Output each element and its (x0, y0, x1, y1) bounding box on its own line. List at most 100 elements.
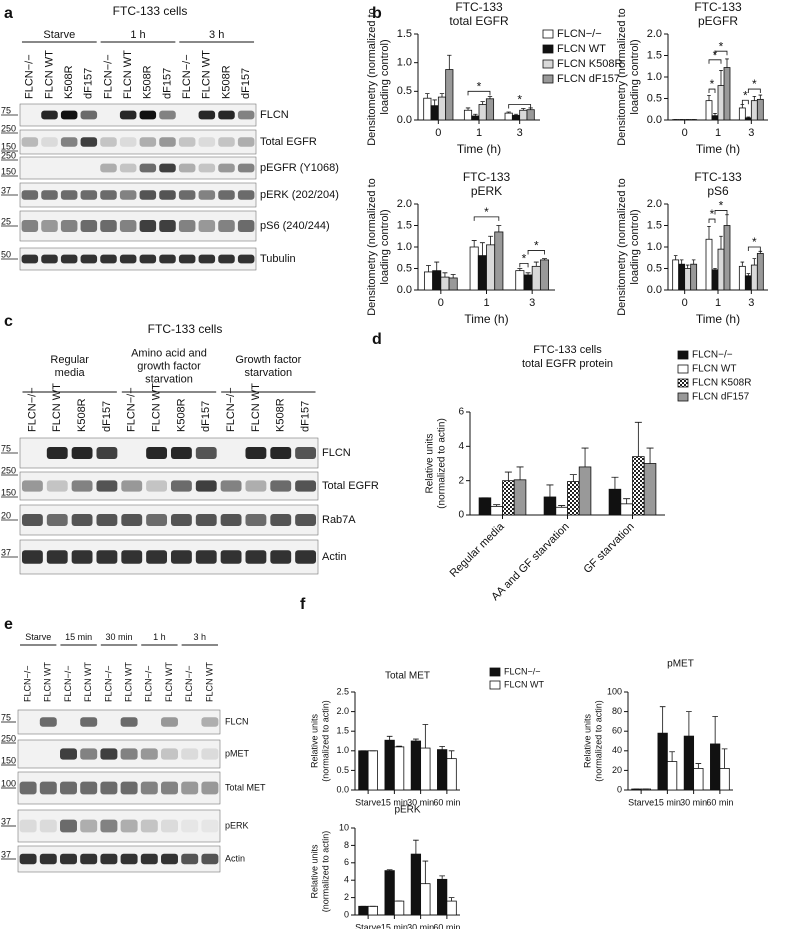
y-tick-label: 0.5 (336, 765, 349, 775)
error-bar (546, 484, 554, 497)
band (237, 254, 255, 264)
bar (469, 246, 479, 291)
mw-marker: 250 (1, 123, 16, 133)
band (19, 819, 37, 833)
y-tick-label: 0 (458, 510, 464, 521)
error-bar (725, 58, 729, 68)
x-tick-label: Starve (355, 922, 381, 929)
bar (555, 506, 568, 516)
row-label: pS6 (240/244) (260, 220, 330, 232)
blot-strip (19, 129, 257, 155)
error-bar (752, 95, 757, 101)
lane-label: FLCN WT (43, 662, 53, 702)
y-tick-label: 0.0 (397, 114, 412, 126)
lane-label: FLCN WT (250, 383, 262, 432)
band (146, 447, 168, 459)
band (270, 550, 292, 564)
sig-bracket (708, 59, 722, 64)
bar (756, 253, 764, 291)
band (100, 748, 118, 760)
band (181, 853, 199, 865)
error-bar (506, 111, 511, 114)
bar (543, 496, 557, 516)
bar (504, 112, 513, 121)
row-label: FLCN (260, 109, 289, 121)
bar (437, 878, 448, 916)
bar (750, 100, 758, 121)
error-bar (525, 272, 531, 275)
panel-label: f (300, 596, 306, 613)
error-bar (707, 225, 711, 240)
error-bar (448, 750, 455, 759)
error-bar (422, 860, 429, 884)
bar (567, 481, 580, 516)
bar (511, 115, 521, 121)
bar (410, 853, 422, 916)
band (96, 447, 118, 459)
mw-marker: 37 (1, 849, 11, 859)
sig-star: * (743, 88, 748, 102)
lane-label: dF157 (240, 68, 252, 99)
band (119, 190, 137, 200)
band (80, 819, 98, 833)
band (237, 110, 255, 120)
band (46, 447, 68, 459)
legend-swatch (542, 29, 554, 39)
y-tick-label: 1.5 (647, 219, 662, 231)
error-bar (504, 471, 512, 481)
band (120, 781, 138, 795)
mw-marker: 25 (1, 216, 11, 226)
bar (384, 870, 395, 916)
sig-bracket (747, 88, 761, 94)
y-tick-label: 2.0 (647, 28, 662, 40)
x-tick-label: 1 (715, 127, 721, 139)
y-axis-title: loading control) (629, 39, 641, 114)
sig-bracket (708, 218, 716, 224)
band (100, 254, 117, 264)
x-tick-label: 0 (682, 127, 688, 139)
bar (420, 747, 431, 791)
legend-swatch (542, 44, 554, 54)
band (140, 819, 158, 833)
sig-star: * (477, 80, 482, 94)
row-label: Rab7A (322, 514, 356, 526)
error-bar (480, 101, 485, 105)
y-axis-title: loading control) (379, 39, 391, 114)
band (220, 514, 242, 526)
band (159, 220, 176, 232)
y-tick-label: 1.0 (647, 241, 662, 253)
row-label: Total EGFR (260, 136, 317, 148)
band (71, 514, 93, 526)
blot-strip (19, 539, 319, 575)
band (96, 514, 118, 526)
sig-star: * (710, 207, 715, 221)
band (21, 137, 39, 147)
band (19, 781, 37, 795)
error-bar (471, 240, 477, 247)
bar (471, 115, 480, 121)
band (245, 447, 267, 459)
blot-strip (19, 437, 319, 469)
error-bar (758, 250, 763, 254)
y-axis-title: loading control) (379, 209, 391, 284)
error-bar (496, 225, 502, 232)
lane-label: FLCN−/− (103, 665, 113, 702)
lane-label: K508R (275, 398, 287, 432)
error-bar (758, 94, 763, 100)
bar (478, 104, 487, 121)
band (237, 190, 255, 200)
band (201, 717, 219, 727)
error-bar (691, 259, 696, 265)
band (237, 163, 255, 173)
x-tick-label: 3 (748, 127, 754, 139)
band (270, 480, 292, 492)
group-label: Growth factor (235, 354, 301, 366)
sig-star: * (752, 235, 757, 249)
error-bar (581, 447, 589, 467)
band (195, 514, 217, 526)
band (71, 480, 93, 492)
bar (486, 244, 496, 291)
lane-label: FLCN−/− (26, 387, 38, 432)
error-bar (679, 259, 684, 265)
band (159, 110, 176, 120)
